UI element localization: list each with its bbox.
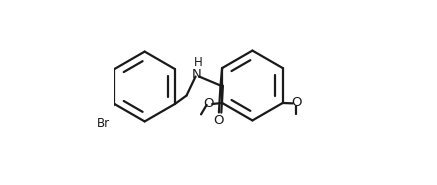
Text: Br: Br: [97, 117, 111, 130]
Text: H: H: [194, 56, 202, 69]
Text: O: O: [204, 97, 214, 110]
Text: O: O: [291, 97, 301, 110]
Text: N: N: [192, 68, 202, 81]
Text: O: O: [213, 114, 224, 127]
